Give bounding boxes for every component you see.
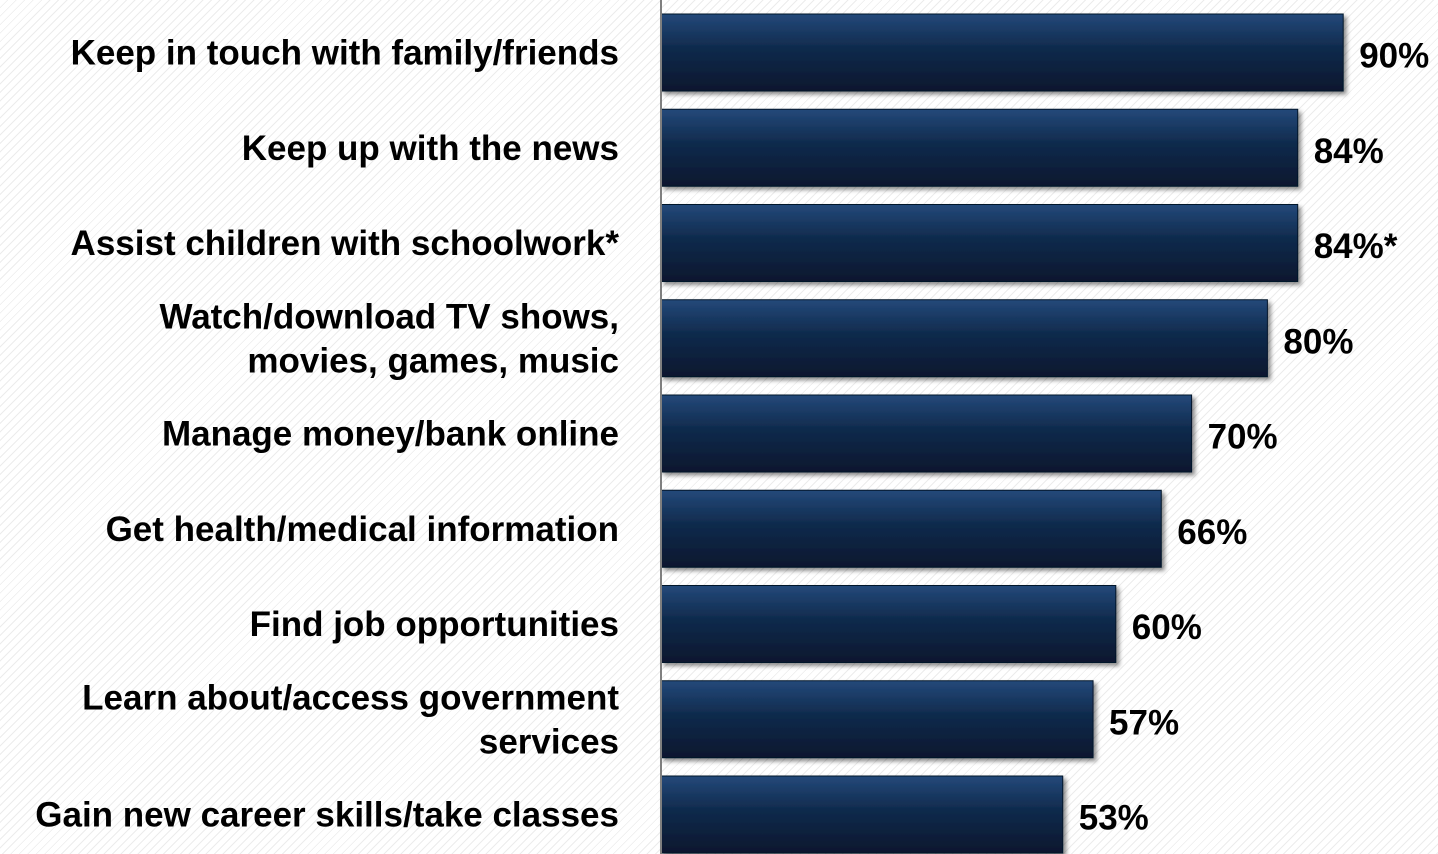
value-label-7: 57% — [1109, 703, 1179, 742]
bar-1 — [660, 108, 1299, 187]
bar-5 — [660, 489, 1162, 568]
value-label-6: 60% — [1132, 608, 1202, 647]
category-label-6: Find job opportunities — [250, 605, 619, 644]
category-label-8: Gain new career skills/take classes — [35, 796, 619, 835]
value-label-0: 90% — [1359, 37, 1429, 76]
value-labels: 90% 84% 84%* 80% 70% 66% 60% 57% 53% — [1079, 37, 1430, 838]
bars-layer — [660, 13, 1344, 854]
bar-4 — [660, 394, 1193, 473]
value-label-4: 70% — [1208, 418, 1278, 457]
value-label-2: 84%* — [1314, 227, 1398, 266]
value-label-5: 66% — [1177, 513, 1247, 552]
category-label-1: Keep up with the news — [242, 129, 619, 168]
bar-3 — [660, 299, 1268, 378]
bar-0 — [660, 13, 1344, 92]
value-label-1: 84% — [1314, 132, 1384, 171]
category-label-7-line-1: services — [479, 722, 619, 761]
bar-7 — [660, 680, 1094, 759]
value-label-8: 53% — [1079, 799, 1149, 838]
category-label-7-line-0: Learn about/access government — [82, 678, 619, 717]
category-label-5: Get health/medical information — [106, 510, 619, 549]
category-labels: Keep in touch with family/friends Keep up… — [35, 34, 619, 835]
category-label-4: Manage money/bank online — [162, 415, 619, 454]
bar-8 — [660, 775, 1064, 854]
bar-6 — [660, 585, 1117, 663]
category-label-2: Assist children with schoolwork* — [71, 224, 620, 263]
value-label-3: 80% — [1283, 322, 1353, 361]
category-label-3-line-0: Watch/download TV shows, — [159, 297, 619, 336]
category-label-0: Keep in touch with family/friends — [71, 34, 619, 73]
category-label-3-line-1: movies, games, music — [247, 341, 619, 380]
bar-2 — [660, 204, 1299, 282]
